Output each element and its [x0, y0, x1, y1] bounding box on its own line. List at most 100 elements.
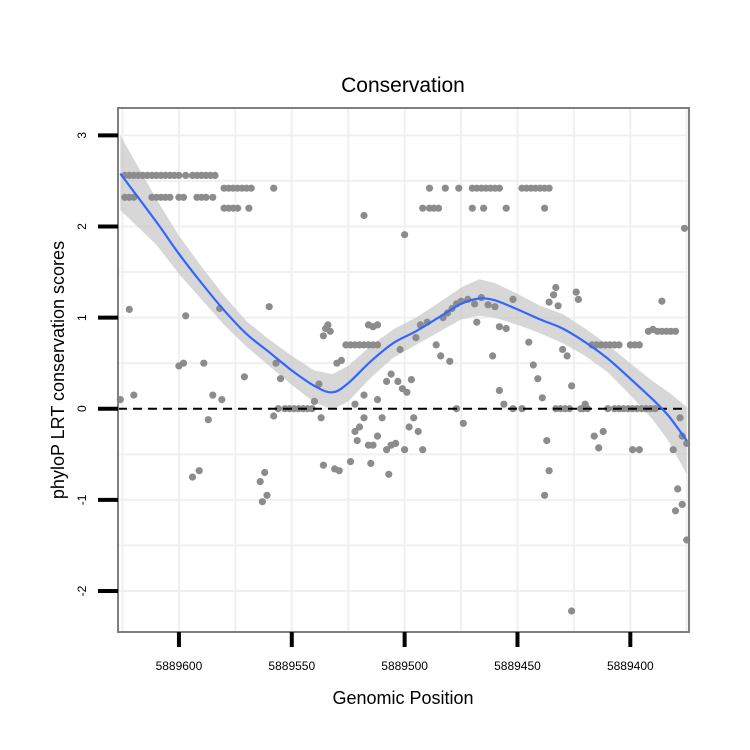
data-point	[134, 171, 142, 179]
data-point	[563, 352, 571, 360]
x-tick-label: 5889400	[607, 659, 654, 673]
data-point	[394, 377, 402, 385]
data-point	[419, 446, 427, 454]
data-point	[502, 324, 510, 333]
data-point	[326, 327, 334, 335]
data-point	[265, 303, 273, 311]
data-point	[410, 414, 418, 422]
data-point	[518, 405, 526, 413]
data-point	[680, 224, 689, 232]
chart-title: Conservation	[341, 74, 465, 97]
data-point	[678, 500, 686, 508]
x-tick-label: 5889550	[268, 659, 315, 673]
data-point	[209, 193, 217, 201]
data-point	[669, 446, 677, 454]
data-point	[276, 375, 285, 383]
data-point	[373, 396, 382, 404]
data-point	[572, 288, 580, 296]
data-point	[240, 373, 248, 381]
data-point	[599, 427, 607, 436]
data-point	[674, 485, 682, 493]
data-point	[671, 327, 680, 335]
data-point	[414, 427, 422, 436]
data-point	[545, 298, 553, 306]
data-point	[437, 352, 445, 360]
data-point	[256, 478, 264, 486]
data-point	[541, 204, 549, 212]
data-point	[360, 211, 368, 220]
data-point	[574, 295, 583, 303]
data-point	[412, 334, 420, 342]
data-point	[554, 302, 562, 310]
data-point	[480, 204, 488, 212]
data-point	[346, 458, 355, 466]
data-point	[615, 341, 623, 349]
data-point	[471, 300, 479, 308]
data-point	[200, 359, 208, 367]
data-point	[541, 491, 549, 499]
data-point	[484, 301, 492, 309]
data-point	[559, 345, 567, 354]
data-point	[218, 396, 226, 404]
data-point	[525, 338, 533, 346]
data-point	[568, 382, 576, 390]
data-point	[385, 470, 393, 478]
y-axis-title: phyloP LRT conservation scores	[48, 241, 68, 499]
x-tick-label: 5889500	[381, 659, 428, 673]
data-point	[495, 184, 503, 192]
data-point	[258, 498, 266, 506]
data-point	[310, 397, 318, 405]
data-point	[319, 332, 327, 340]
data-point	[500, 400, 508, 408]
data-point	[351, 427, 359, 436]
data-point	[188, 473, 197, 481]
data-point	[635, 446, 643, 454]
data-point	[676, 414, 684, 422]
data-point	[434, 204, 443, 212]
data-point	[369, 441, 377, 449]
data-point	[552, 283, 560, 292]
data-point	[529, 361, 537, 369]
data-point	[355, 423, 364, 431]
data-point	[441, 184, 449, 192]
y-tick-label: 1	[75, 314, 89, 321]
data-point	[401, 446, 409, 454]
data-point	[590, 432, 598, 440]
data-point	[182, 312, 190, 320]
data-point	[509, 295, 517, 303]
data-point	[651, 405, 659, 413]
data-point	[234, 204, 242, 212]
x-tick-label: 5889450	[494, 659, 541, 673]
data-point	[272, 359, 280, 367]
x-axis: 5889600 5889550 5889500 5889450 5889400	[156, 632, 654, 673]
data-point	[261, 468, 269, 477]
data-point	[125, 305, 133, 313]
data-point	[367, 459, 375, 467]
smooth-trend-line	[119, 172, 688, 442]
x-tick-label: 5889600	[156, 659, 203, 673]
y-tick-label: 3	[75, 132, 89, 139]
data-point	[270, 412, 278, 420]
data-point	[403, 388, 411, 396]
y-tick-label: 0	[75, 405, 89, 412]
data-point	[335, 467, 343, 475]
data-point	[130, 391, 138, 399]
data-point	[353, 437, 361, 445]
data-point	[383, 446, 391, 454]
data-point	[568, 607, 576, 615]
data-point	[351, 400, 359, 408]
data-point	[202, 193, 210, 201]
data-point	[360, 391, 368, 399]
data-point	[324, 321, 332, 329]
data-point	[473, 318, 481, 326]
data-point	[658, 297, 666, 305]
data-point	[446, 357, 454, 365]
data-point	[337, 356, 345, 364]
data-point	[425, 184, 434, 192]
data-point	[595, 444, 603, 452]
data-point	[405, 423, 413, 431]
data-point	[396, 345, 404, 354]
data-point	[635, 341, 643, 349]
data-point	[604, 405, 612, 413]
